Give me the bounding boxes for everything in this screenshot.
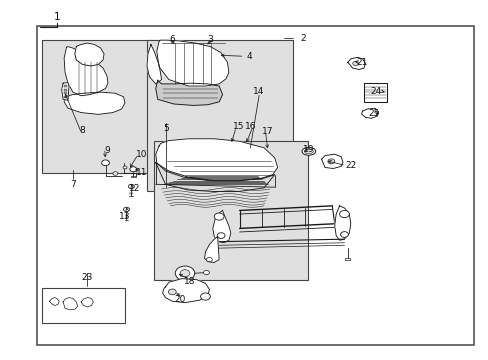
Polygon shape: [204, 237, 219, 262]
Polygon shape: [75, 43, 104, 66]
Ellipse shape: [304, 149, 313, 154]
Polygon shape: [156, 139, 277, 181]
Polygon shape: [63, 298, 78, 310]
Text: 7: 7: [70, 180, 76, 189]
Polygon shape: [156, 163, 274, 192]
Polygon shape: [81, 298, 93, 307]
Text: 8: 8: [80, 126, 85, 135]
Circle shape: [113, 172, 118, 175]
Text: 6: 6: [169, 35, 175, 44]
Bar: [131, 176, 135, 177]
Text: 12: 12: [129, 184, 140, 193]
Circle shape: [339, 211, 348, 218]
Polygon shape: [64, 92, 125, 114]
Text: 10: 10: [136, 150, 147, 159]
Polygon shape: [147, 44, 161, 84]
Bar: [63, 93, 67, 94]
Text: 2: 2: [300, 34, 305, 43]
Text: 23: 23: [81, 273, 93, 282]
Text: 22: 22: [345, 161, 356, 170]
Bar: [345, 258, 349, 260]
Circle shape: [175, 266, 194, 280]
Polygon shape: [49, 298, 59, 306]
Polygon shape: [334, 206, 350, 240]
Circle shape: [327, 159, 334, 164]
Text: 16: 16: [244, 122, 256, 131]
Text: 15: 15: [232, 122, 244, 131]
Circle shape: [168, 289, 176, 295]
Polygon shape: [212, 211, 230, 243]
Circle shape: [340, 231, 347, 237]
Text: 11: 11: [136, 168, 147, 177]
Ellipse shape: [302, 147, 315, 155]
Text: 25: 25: [367, 109, 379, 118]
Polygon shape: [64, 46, 108, 96]
Circle shape: [214, 213, 224, 220]
Bar: [42, 288, 125, 323]
Circle shape: [102, 160, 109, 166]
Text: 1: 1: [53, 12, 60, 22]
Circle shape: [123, 166, 127, 169]
Circle shape: [128, 184, 134, 189]
Circle shape: [352, 61, 358, 66]
Text: 9: 9: [104, 146, 110, 155]
Bar: [147, 40, 293, 191]
Circle shape: [217, 233, 224, 238]
Text: 17: 17: [262, 127, 273, 136]
Polygon shape: [361, 108, 378, 118]
Polygon shape: [156, 80, 222, 105]
Text: 14: 14: [253, 86, 264, 95]
Circle shape: [130, 167, 137, 172]
Polygon shape: [162, 279, 209, 303]
Circle shape: [180, 270, 189, 277]
Polygon shape: [321, 154, 342, 168]
Polygon shape: [61, 82, 69, 100]
Bar: [37, 26, 473, 345]
Bar: [63, 85, 67, 87]
Text: 24: 24: [370, 86, 381, 95]
Text: 18: 18: [184, 276, 195, 285]
Text: 3: 3: [207, 35, 213, 44]
Circle shape: [200, 293, 210, 300]
Text: 4: 4: [246, 52, 252, 61]
Polygon shape: [157, 40, 228, 86]
Text: 21: 21: [356, 58, 367, 67]
Polygon shape: [347, 57, 365, 69]
Bar: [63, 89, 67, 91]
Bar: [63, 96, 67, 98]
Bar: [363, 83, 386, 102]
Bar: [154, 140, 307, 280]
Text: 5: 5: [163, 123, 169, 132]
Text: 20: 20: [174, 294, 185, 303]
Circle shape: [206, 257, 212, 262]
Text: 19: 19: [303, 145, 314, 154]
Bar: [42, 40, 161, 173]
Circle shape: [123, 207, 129, 212]
Circle shape: [203, 270, 209, 275]
Text: 13: 13: [119, 212, 130, 221]
